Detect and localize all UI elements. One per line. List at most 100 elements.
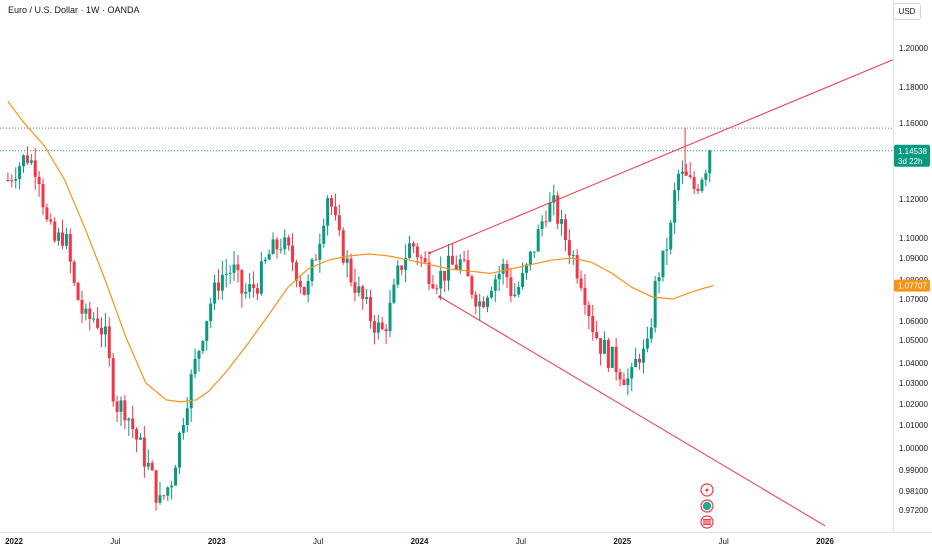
candle-body [388, 302, 392, 332]
candle-body [158, 495, 162, 503]
candle-body [68, 234, 72, 262]
candle-body [595, 332, 599, 339]
candle-body [622, 379, 626, 385]
candle-body [283, 237, 287, 250]
candle-body [493, 279, 497, 291]
candle-body [376, 322, 380, 333]
candle-body [400, 265, 404, 270]
candle-body [209, 303, 213, 322]
candle-body [357, 286, 361, 293]
candle-body [275, 239, 279, 250]
candle-body [185, 408, 189, 425]
candle-body [255, 288, 259, 294]
candle-body [575, 255, 579, 279]
candle-body [99, 327, 103, 335]
candle-body [72, 261, 76, 283]
candle-body [337, 215, 341, 231]
candle-body [501, 263, 505, 274]
candle-body [552, 195, 556, 203]
candle-body [540, 221, 544, 230]
y-tick-label: 1.00000 [899, 444, 928, 453]
candle-body [33, 160, 37, 177]
candle-body [29, 160, 33, 163]
candle-body [181, 424, 185, 433]
candle-body [61, 232, 65, 246]
candle-body [162, 495, 166, 497]
candle-body [427, 262, 431, 285]
candle-body [49, 219, 53, 222]
candle-body [415, 246, 419, 258]
candle-body [259, 261, 263, 294]
candle-body [517, 286, 521, 295]
candle-body [123, 400, 127, 421]
candle-body [84, 308, 88, 314]
trendline-anchor [438, 295, 442, 299]
candle-body [314, 259, 318, 261]
countdown-value: 3d 22h [898, 157, 922, 166]
candle-body [638, 358, 642, 363]
x-tick-label: Jul [516, 537, 526, 546]
candle-body [115, 401, 119, 412]
candle-body [560, 219, 564, 224]
y-tick-label: 1.20000 [899, 44, 928, 53]
candle-body [322, 225, 326, 244]
candle-body [602, 340, 606, 354]
candle-body [571, 255, 575, 257]
trendline-lower [439, 296, 826, 527]
currency-button[interactable]: USD [893, 3, 921, 20]
candle-body [131, 418, 135, 429]
candle-body [174, 467, 178, 486]
flag-icon[interactable] [700, 515, 714, 529]
candle-body [96, 318, 100, 328]
candle-body [298, 280, 302, 287]
x-tick-label: 2024 [411, 537, 429, 546]
candle-body [224, 273, 228, 275]
x-tick-label: 2023 [208, 537, 226, 546]
candle-body [630, 367, 634, 379]
candle-body [641, 348, 645, 363]
candle-body [154, 470, 158, 503]
candle-body [111, 358, 115, 402]
chart-title: Euro / U.S. Dollar · 1W · OANDA [8, 5, 140, 15]
y-tick-label: 0.99000 [899, 466, 928, 475]
candle-body [485, 297, 489, 308]
candle-body [489, 290, 493, 298]
candle-body [294, 262, 298, 281]
candle-body [567, 240, 571, 256]
candle-body [544, 221, 548, 223]
candle-body [25, 155, 29, 163]
candle-body [450, 255, 454, 265]
candle-body [704, 173, 708, 180]
candle-body [135, 428, 139, 440]
candle-body [618, 372, 622, 380]
candle-body [103, 326, 107, 335]
candle-body [497, 273, 501, 280]
candle-body [478, 301, 482, 307]
candle-body [509, 277, 513, 297]
y-tick-label: 0.98100 [899, 487, 928, 496]
ma-value: 1.07707 [898, 282, 927, 291]
candle-body [349, 258, 353, 283]
candle-body [408, 243, 412, 259]
y-tick-label: 1.04000 [899, 359, 928, 368]
candle-body [591, 316, 595, 333]
candle-body [205, 321, 209, 341]
teal-circle-icon[interactable] [700, 499, 714, 513]
candle-body [365, 297, 369, 299]
candle-body [177, 432, 181, 468]
candle-body [18, 166, 22, 180]
x-tick-label: Jul [313, 537, 323, 546]
candle-body [228, 272, 232, 274]
candle-body [653, 281, 657, 328]
candle-body [583, 287, 587, 305]
candle-body [462, 259, 466, 261]
candle-body [548, 202, 552, 222]
candle-body [563, 219, 567, 241]
lightning-icon[interactable] [700, 483, 714, 497]
y-tick-label: 1.07000 [899, 295, 928, 304]
candle-body [458, 259, 462, 270]
candle-body [423, 258, 427, 263]
